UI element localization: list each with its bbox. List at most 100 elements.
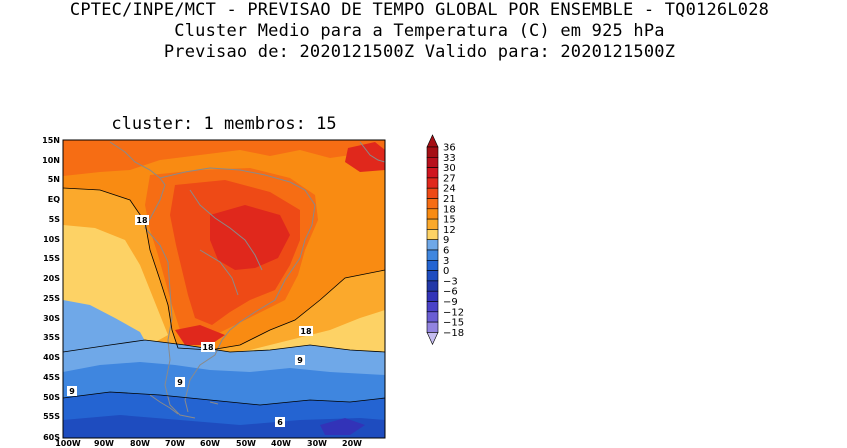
colorbar-level-label: 0 xyxy=(443,266,449,277)
contour-label: 9 xyxy=(67,386,77,396)
chart-title-line-1: CPTEC/INPE/MCT - PREVISAO DE TEMPO GLOBA… xyxy=(69,0,770,20)
field-band-minus-3 xyxy=(320,418,365,435)
colorbar-lower-arrow xyxy=(426,332,439,346)
contour-label: 9 xyxy=(295,355,305,365)
lat-label: 25S xyxy=(43,294,60,303)
colorbar-level-label: 33 xyxy=(443,153,456,164)
colorbar-level-label: −3 xyxy=(443,276,458,287)
lat-label: EQ xyxy=(48,195,60,204)
colorbar-level-label: −15 xyxy=(443,318,464,329)
lon-label: 80W xyxy=(130,439,150,448)
colorbar-swatch xyxy=(426,280,439,292)
field-band-27-30 xyxy=(210,205,290,270)
colorbar-level-label: 18 xyxy=(443,204,456,215)
lat-label: 20S xyxy=(43,274,60,283)
colorbar-level-label: −9 xyxy=(443,297,458,308)
lat-label: 10N xyxy=(42,156,60,165)
field-band-21-24-north xyxy=(63,140,385,176)
lat-label: 40S xyxy=(43,353,60,362)
colorbar-level-label: 24 xyxy=(443,184,456,195)
chart-title-line-3: Previsao de: 2020121500Z Valido para: 20… xyxy=(163,42,676,62)
map-field xyxy=(63,140,385,438)
colorbar-level-label: 21 xyxy=(443,194,456,205)
contour-label: 18 xyxy=(135,215,149,225)
colorbar-swatch xyxy=(426,321,439,333)
colorbar-swatch xyxy=(426,270,439,282)
colorbar-level-label: 27 xyxy=(443,173,456,184)
colorbar-level-label: 12 xyxy=(443,225,456,236)
field-band-0-3 xyxy=(63,415,385,438)
colorbar-swatch xyxy=(426,177,439,189)
lon-label: 30W xyxy=(307,439,327,448)
colorbar-swatch xyxy=(426,198,439,210)
contour-lines xyxy=(63,187,385,406)
lat-label: 30S xyxy=(43,314,60,323)
lat-label: 15S xyxy=(43,254,60,263)
contour-18 xyxy=(63,187,385,351)
field-band-27-30-africa xyxy=(345,142,385,172)
colorbar-level-label: 9 xyxy=(443,235,449,246)
contour-9 xyxy=(63,339,385,353)
contour-label: 9 xyxy=(175,377,185,387)
lat-label: 5N xyxy=(48,175,60,184)
colorbar-swatch xyxy=(426,239,439,251)
map-frame xyxy=(62,139,386,439)
colorbar-swatch xyxy=(426,259,439,271)
colorbar-upper-arrow xyxy=(426,134,439,148)
lon-label: 90W xyxy=(94,439,114,448)
latitude-labels: 15N 10N 5N EQ 5S 10S 15S 20S 25S 30S 35S… xyxy=(42,136,60,442)
lat-label: 60S xyxy=(43,433,60,442)
svg-text:6: 6 xyxy=(277,418,283,427)
contour-label-group: 18 18 18 9 9 9 6 xyxy=(67,215,313,427)
colorbar-level-label: 36 xyxy=(443,143,456,154)
colorbar-level-label: 3 xyxy=(443,256,449,267)
lon-label: 20W xyxy=(342,439,362,448)
lat-label: 50S xyxy=(43,393,60,402)
colorbar-level-label: −12 xyxy=(443,307,464,318)
colorbar-swatch xyxy=(426,290,439,302)
svg-text:18: 18 xyxy=(136,216,148,225)
lat-label: 55S xyxy=(43,412,60,421)
svg-text:9: 9 xyxy=(69,387,75,396)
colorbar-swatch xyxy=(426,208,439,220)
colorbar-swatch xyxy=(426,187,439,199)
colorbar-swatch xyxy=(426,229,439,240)
field-band-27-30-south xyxy=(175,325,225,345)
lon-label: 40W xyxy=(271,439,291,448)
contour-label: 6 xyxy=(275,417,285,427)
contour-label: 18 xyxy=(299,326,313,336)
colorbar-level-label: 15 xyxy=(443,215,456,226)
contour-label: 18 xyxy=(201,342,215,352)
colorbar-level-label: −6 xyxy=(443,287,458,298)
contour-6 xyxy=(63,391,385,406)
lat-label: 35S xyxy=(43,333,60,342)
colorbar-swatch xyxy=(426,218,439,230)
lat-label: 15N xyxy=(42,136,60,145)
svg-text:9: 9 xyxy=(297,356,303,365)
colorbar-level-label: −18 xyxy=(443,328,464,339)
lon-label: 60W xyxy=(200,439,220,448)
colorbar-swatch xyxy=(426,157,439,168)
lat-label: 10S xyxy=(43,235,60,244)
lon-label: 70W xyxy=(165,439,185,448)
colorbar-swatch xyxy=(426,311,439,323)
colorbar-swatch xyxy=(426,301,439,313)
colorbar-swatch xyxy=(426,249,439,261)
lat-label: 45S xyxy=(43,373,60,382)
coastlines xyxy=(109,141,385,419)
lat-label: 5S xyxy=(49,215,61,224)
colorbar-level-label: 30 xyxy=(443,163,456,174)
svg-text:18: 18 xyxy=(202,343,214,352)
svg-text:18: 18 xyxy=(300,327,312,336)
svg-text:9: 9 xyxy=(177,378,183,387)
colorbar-level-label: 6 xyxy=(443,246,449,257)
panel-subtitle: cluster: 1 membros: 15 xyxy=(111,114,337,134)
colorbar-swatch xyxy=(426,167,439,179)
lon-label: 50W xyxy=(236,439,256,448)
chart-title-line-2: Cluster Medio para a Temperatura (C) em … xyxy=(174,21,665,41)
colorbar-swatch xyxy=(426,146,439,158)
lon-label: 100W xyxy=(55,439,81,448)
longitude-labels: 100W 90W 80W 70W 60W 50W 40W 30W 20W xyxy=(55,439,362,448)
